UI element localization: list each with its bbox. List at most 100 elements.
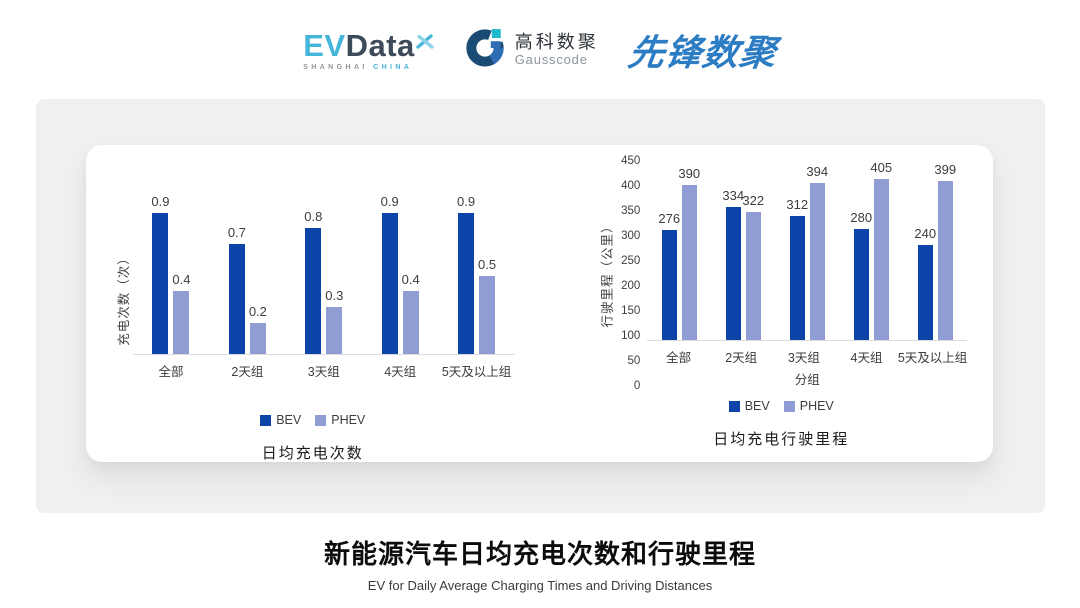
chart-title: 日均充电行驶里程 (713, 431, 850, 448)
category-label: 4天组 (384, 365, 417, 379)
bar-phev: 0.4 (402, 272, 420, 354)
bar-value-label: 0.9 (457, 193, 476, 209)
bar-bev: 0.9 (151, 194, 169, 354)
y-axis-ticks: 450 400 350 300 250 200 150 100 50 0 (621, 155, 641, 392)
bar-bev: 334 (722, 188, 744, 340)
bar-bev: 276 (658, 211, 680, 340)
bar-phev: 0.4 (172, 272, 190, 354)
category-label: 3天组 (307, 365, 340, 379)
bar-value-label: 405 (870, 159, 893, 175)
category-label: 2天组 (231, 365, 264, 379)
plot-area: 0.9 0.4 0.7 0.2 0.8 0.3 0.9 0.4 0.9 0.5 (132, 194, 515, 355)
category-label: 2天组 (725, 351, 758, 365)
chart-daily-charging-times: 充电次数（次） 0.9 0.4 0.7 0.2 0.8 0.3 0.9 0.4 0.9 0.5 全… (86, 145, 540, 462)
phev-swatch-icon (315, 414, 327, 426)
bar-bev: 0.9 (381, 194, 399, 354)
bar-group: 240 399 (903, 161, 967, 340)
evdata-logo: EV Data SHANGHAI CHINA (303, 30, 434, 71)
bar-value-label: 322 (742, 192, 765, 208)
pioneer-shuju-logo: 先锋数聚 (625, 32, 780, 73)
x-axis-category-labels: 全部 2天组 3天组 4天组 5天及以上组 (133, 361, 515, 380)
bar-phev: 0.5 (478, 257, 496, 354)
bev-swatch-icon (260, 414, 272, 426)
phev-swatch-icon (783, 400, 795, 412)
bar-value-label: 0.2 (248, 303, 267, 319)
evdata-data-text: Data (345, 27, 415, 63)
bar-phev: 0.2 (249, 304, 267, 354)
bar-group: 312 394 (775, 161, 839, 340)
chart-daily-driving-distance: 行驶里程（公里） 450 400 350 300 250 200 150 100 50 0 276… (540, 145, 994, 462)
gausscode-logo: 高科数聚 Gausscode (464, 27, 599, 74)
legend-item-bev: BEV (260, 413, 301, 427)
bar-value-label: 0.9 (380, 193, 399, 209)
legend-item-phev: PHEV (315, 413, 365, 427)
category-label: 4天组 (850, 351, 883, 365)
category-label: 全部 (666, 351, 692, 365)
legend-item-phev: PHEV (783, 399, 834, 413)
bar-group: 276 390 (647, 161, 711, 340)
bar-group: 0.7 0.2 (209, 197, 285, 354)
evdata-ev-text: EV (303, 27, 346, 63)
category-label: 全部 (158, 365, 184, 379)
bar-phev: 322 (742, 193, 764, 340)
bar-value-label: 240 (914, 225, 937, 241)
bar-value-label: 394 (806, 164, 829, 180)
page-subtitle: EV for Daily Average Charging Times and … (367, 578, 713, 593)
bar-group: 0.9 0.4 (133, 194, 209, 354)
bar-group: 0.8 0.3 (286, 197, 362, 354)
x-axis-title: 分组 (794, 373, 820, 387)
bev-swatch-icon (728, 400, 740, 412)
legend: BEV PHEV (728, 399, 834, 413)
header-logos: EV Data SHANGHAI CHINA 高科数聚 Gausscod (0, 24, 1080, 76)
evdata-subtext: SHANGHAI CHINA (303, 63, 413, 71)
bar-group: 0.9 0.4 (362, 194, 438, 354)
bar-bev: 240 (914, 226, 936, 340)
bar-value-label: 0.4 (401, 272, 420, 288)
bar-bev: 312 (786, 197, 808, 340)
bar-value-label: 390 (678, 165, 701, 181)
bar-phev: 0.3 (325, 288, 343, 354)
bar-value-label: 280 (850, 209, 873, 225)
evdata-x-star-icon (416, 24, 434, 55)
bar-group: 334 322 (711, 161, 775, 340)
bar-value-label: 399 (934, 162, 957, 178)
bar-value-label: 276 (658, 211, 681, 227)
gausscode-chinese-name: 高科数聚 (514, 32, 599, 53)
legend: BEV PHEV (260, 413, 365, 427)
category-label: 3天组 (787, 351, 820, 365)
chart-card: 充电次数（次） 0.9 0.4 0.7 0.2 0.8 0.3 0.9 0.4 0.9 0.5 全… (86, 145, 993, 462)
bar-value-label: 312 (786, 196, 809, 212)
bar-value-label: 0.3 (325, 287, 344, 303)
bar-group: 0.9 0.5 (438, 194, 514, 354)
bar-value-label: 0.4 (172, 272, 191, 288)
bar-bev: 0.8 (304, 209, 322, 354)
bar-bev: 0.9 (457, 194, 475, 354)
y-axis-title: 行驶里程（公里） (600, 219, 615, 328)
bar-value-label: 0.7 (227, 225, 246, 241)
bar-group: 280 405 (839, 160, 903, 340)
bar-phev: 399 (934, 162, 956, 340)
evdata-wordmark: EV Data (303, 30, 434, 61)
bar-value-label: 0.9 (151, 193, 170, 209)
legend-item-bev: BEV (728, 399, 770, 413)
bar-bev: 280 (850, 210, 872, 340)
plot-area: 276 390 334 322 312 394 280 405 240 399 (647, 160, 968, 341)
bar-value-label: 0.5 (478, 256, 497, 272)
gausscode-g-icon (464, 27, 506, 74)
category-label: 5天及以上组 (897, 351, 968, 365)
bar-phev: 390 (678, 166, 700, 340)
bar-value-label: 334 (722, 188, 745, 204)
y-axis-title: 充电次数（次） (116, 251, 131, 346)
footer: 新能源汽车日均充电次数和行驶里程 EV for Daily Average Ch… (0, 534, 1080, 593)
x-axis-title (133, 383, 515, 400)
bar-phev: 394 (806, 164, 828, 340)
bar-phev: 405 (870, 160, 892, 340)
x-axis-category-labels: 全部 2天组 3天组 4天组 5天及以上组 (647, 347, 967, 366)
gausscode-english-name: Gausscode (514, 51, 588, 67)
bar-bev: 0.7 (228, 225, 246, 354)
chart-title: 日均充电次数 (261, 445, 364, 462)
page-title: 新能源汽车日均充电次数和行驶里程 (323, 539, 756, 569)
category-label: 5天及以上组 (441, 365, 512, 379)
chart-panel-background: 充电次数（次） 0.9 0.4 0.7 0.2 0.8 0.3 0.9 0.4 0.9 0.5 全… (36, 99, 1045, 513)
bar-value-label: 0.8 (304, 209, 323, 225)
